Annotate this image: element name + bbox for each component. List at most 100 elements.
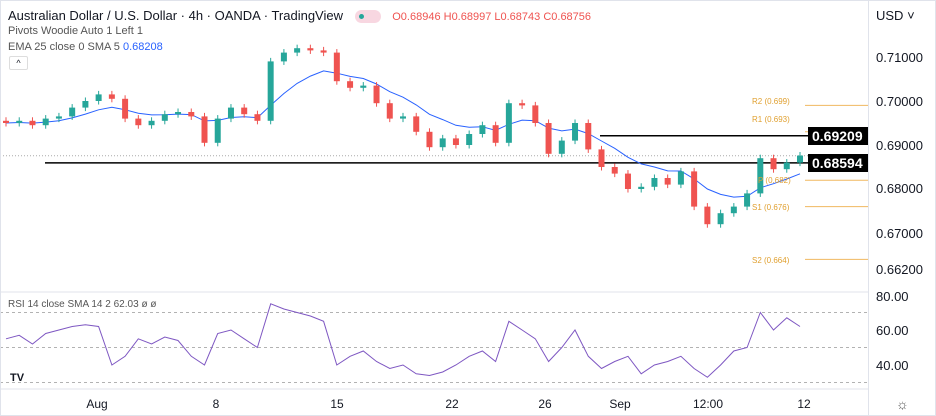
candle-body bbox=[585, 123, 592, 150]
candle-body bbox=[82, 101, 89, 108]
candle-body bbox=[16, 120, 23, 123]
time-label: 12:00 bbox=[692, 397, 724, 411]
price-axis[interactable] bbox=[868, 0, 936, 416]
candle-body bbox=[797, 155, 803, 163]
candle-body bbox=[307, 48, 314, 51]
time-label: 26 bbox=[538, 397, 552, 411]
candle-body bbox=[95, 94, 102, 101]
candle-body bbox=[294, 48, 301, 53]
candle-body bbox=[333, 52, 340, 82]
candle-body bbox=[386, 103, 393, 119]
candle-body bbox=[770, 158, 777, 170]
time-label: 12 bbox=[797, 397, 811, 411]
ema-label: EMA 25 close 0 SMA 5 bbox=[8, 41, 120, 53]
candle-body bbox=[479, 125, 486, 134]
time-label: Aug bbox=[86, 397, 108, 411]
time-label: 15 bbox=[330, 397, 344, 411]
time-label: 8 bbox=[212, 397, 220, 411]
candle-body bbox=[558, 140, 565, 154]
settings-gear-icon[interactable]: ☼ bbox=[896, 396, 909, 412]
chart-title: Australian Dollar / U.S. Dollar · 4h · O… bbox=[8, 8, 343, 23]
candle-body bbox=[122, 98, 129, 119]
rsi-legend[interactable]: RSI 14 close SMA 14 2 62.03 ø ø bbox=[8, 299, 156, 310]
candle-body bbox=[241, 107, 248, 115]
candle-body bbox=[254, 114, 261, 121]
candle-body bbox=[426, 131, 433, 148]
candle-body bbox=[744, 193, 751, 207]
candle-body bbox=[108, 94, 115, 99]
candle-body bbox=[42, 118, 49, 126]
candle-body bbox=[611, 167, 618, 174]
rsi-line bbox=[5, 303, 801, 378]
candle-body bbox=[280, 52, 287, 62]
candle-body bbox=[188, 112, 195, 117]
time-label: 22 bbox=[445, 397, 459, 411]
currency-selector[interactable]: USD ˅ bbox=[876, 8, 915, 23]
candle-body bbox=[347, 81, 354, 88]
pivots-legend[interactable]: Pivots Woodie Auto 1 Left 1 bbox=[8, 25, 143, 37]
candle-body bbox=[373, 85, 380, 104]
candle-body bbox=[651, 178, 658, 187]
candle-body bbox=[598, 149, 605, 167]
currency-label: USD bbox=[876, 8, 904, 23]
ema-line bbox=[5, 70, 801, 198]
candle-body bbox=[55, 116, 62, 119]
candle-body bbox=[757, 158, 764, 194]
candle-body bbox=[320, 50, 327, 53]
price-tick: 0.68000 bbox=[876, 181, 923, 196]
candle-body bbox=[505, 103, 512, 143]
candle-body bbox=[413, 116, 420, 132]
price-tag-resistance: 0.69209 bbox=[808, 127, 868, 145]
pivot-label-r1: R1 (0.693) bbox=[752, 115, 790, 124]
candle-body bbox=[466, 134, 473, 145]
candle-body bbox=[360, 85, 367, 88]
rsi-tick: 40.00 bbox=[876, 358, 909, 373]
time-label: Sep bbox=[609, 397, 631, 411]
rsi-tick: 80.00 bbox=[876, 289, 909, 304]
candle-body bbox=[214, 118, 221, 143]
price-tick: 0.67000 bbox=[876, 226, 923, 241]
candle-body bbox=[638, 186, 645, 189]
rsi-label: RSI 14 close SMA 14 2 bbox=[8, 299, 111, 310]
candle-body bbox=[519, 103, 526, 106]
candle-body bbox=[439, 138, 446, 148]
ohlc-values: O0.68946 H0.68997 L0.68743 C0.68756 bbox=[392, 11, 592, 23]
candle-body bbox=[691, 171, 698, 207]
candle-body bbox=[677, 171, 684, 185]
candle-body bbox=[29, 120, 36, 126]
price-tick: 0.69000 bbox=[876, 138, 923, 153]
rsi-tick: 60.00 bbox=[876, 323, 909, 338]
candle-body bbox=[135, 118, 142, 126]
candle-body bbox=[532, 105, 539, 123]
price-tick: 0.71000 bbox=[876, 50, 923, 65]
candle-body bbox=[400, 116, 406, 119]
price-tick: 0.70000 bbox=[876, 94, 923, 109]
candle-body bbox=[545, 123, 552, 154]
price-tick: 0.66200 bbox=[876, 262, 923, 277]
candle-body bbox=[730, 206, 737, 214]
candle-body bbox=[227, 107, 234, 119]
candle-body bbox=[572, 123, 579, 141]
ema-legend[interactable]: EMA 25 close 0 SMA 5 0.68208 bbox=[8, 41, 163, 53]
rsi-value: 62.03 bbox=[113, 299, 139, 310]
ema-value: 0.68208 bbox=[122, 41, 163, 53]
candle-body bbox=[717, 213, 724, 225]
candle-body bbox=[704, 206, 711, 225]
candle-body bbox=[175, 112, 182, 115]
candle-body bbox=[783, 162, 790, 170]
candle-body bbox=[664, 178, 671, 185]
tradingview-logo[interactable]: TV bbox=[10, 372, 25, 384]
candle-body bbox=[201, 116, 208, 143]
candle-body bbox=[3, 120, 9, 123]
candle-body bbox=[161, 114, 168, 121]
candle-body bbox=[69, 107, 76, 117]
pivot-label-s2: S2 (0.664) bbox=[752, 256, 790, 265]
pivot-label-p: P (0.682) bbox=[758, 176, 791, 185]
market-status-icon bbox=[354, 10, 381, 24]
candle-body bbox=[624, 173, 631, 189]
collapse-legend-button[interactable]: ^ bbox=[9, 56, 28, 70]
candle-body bbox=[267, 61, 274, 121]
candle-body bbox=[148, 120, 155, 126]
pivot-label-s1: S1 (0.676) bbox=[752, 203, 790, 212]
